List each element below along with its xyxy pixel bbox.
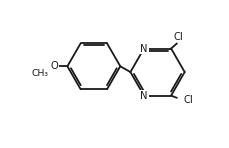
Text: N: N (140, 44, 147, 54)
Text: Cl: Cl (183, 95, 193, 105)
Text: N: N (140, 91, 147, 100)
Text: Cl: Cl (172, 32, 182, 42)
Text: O: O (50, 61, 58, 71)
Text: CH₃: CH₃ (32, 69, 49, 78)
